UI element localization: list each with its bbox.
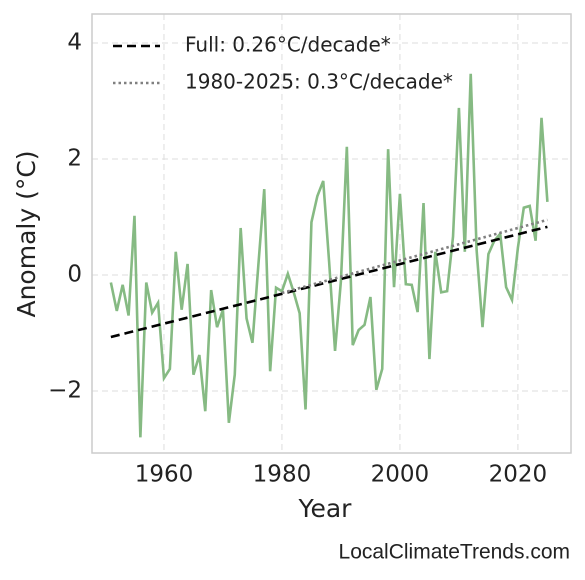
y-tick-label: 0 [67,261,82,287]
series-line [109,73,549,438]
y-tick-label: 4 [67,29,82,55]
legend-label: 1980-2025: 0.3°C/decade* [185,70,453,94]
x-tick-label: 1960 [135,462,194,488]
y-tick-label: −2 [48,377,82,403]
legend-label: Full: 0.26°C/decade* [185,33,391,57]
series-line [281,218,548,295]
x-axis-label: Year [298,494,353,523]
x-tick-label: 2000 [371,462,430,488]
footer: LocalClimateTrends.com [339,541,570,564]
y-axis-label: Anomaly (°C) [12,150,41,317]
x-tick-label: 2020 [489,462,548,488]
x-tick-label: 1980 [253,462,312,488]
plot-frame [91,13,572,454]
series-line [110,225,548,339]
y-tick-label: 2 [67,145,82,171]
